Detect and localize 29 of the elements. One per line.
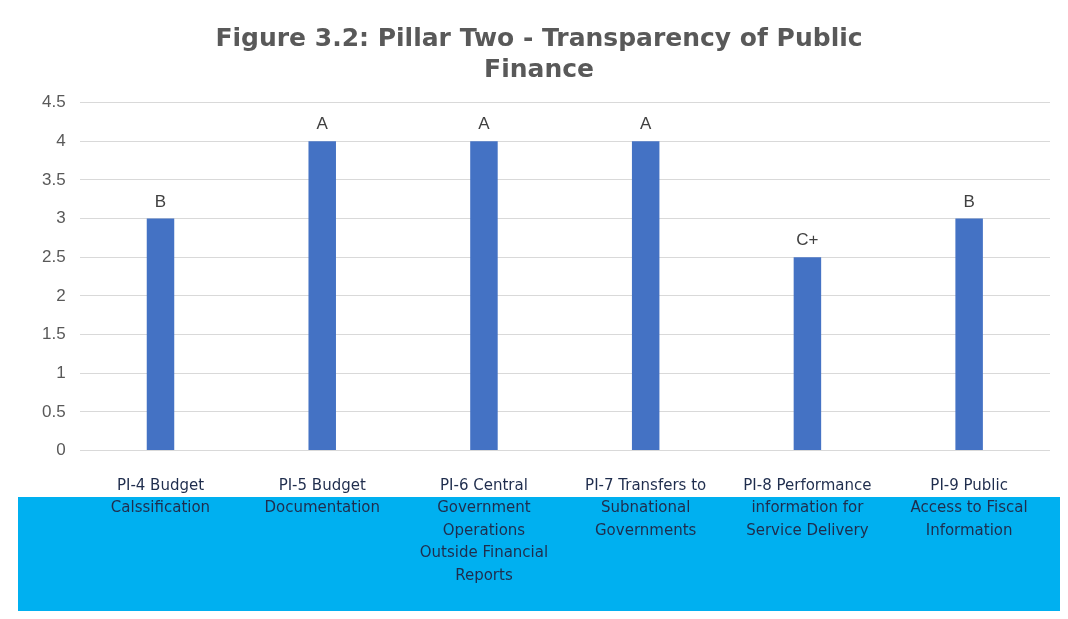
data-label: B	[963, 191, 975, 211]
x-tick-label: PI-8 Performance information for Service Delivery	[743, 475, 872, 539]
y-tick-label: 0	[56, 440, 66, 460]
x-tick-label: PI-7 Transfers to Subnational Governments	[585, 475, 707, 539]
data-label: A	[478, 114, 491, 134]
data-label: A	[640, 114, 653, 134]
y-tick-label: 3.5	[41, 169, 66, 189]
y-tick-label: 4.5	[41, 92, 66, 112]
x-tick-label: PI-4 Budget Calssification	[110, 475, 211, 517]
y-tick-label: 2.5	[41, 246, 66, 266]
y-tick-label: 1.5	[41, 324, 66, 344]
bar	[955, 218, 983, 450]
chart-title: Figure 3.2: Pillar Two - Transparency of Public Finance	[215, 23, 863, 84]
data-label: A	[316, 114, 329, 134]
y-tick-label: 1	[56, 362, 66, 382]
y-tick-label: 3	[56, 208, 66, 228]
y-tick-label: 0.5	[41, 401, 66, 421]
x-tick-label: PI-6 Central Government Operations Outside Financial Reports	[419, 475, 549, 584]
bar	[793, 257, 822, 450]
x-tick-label: PI-9 Public Access to Fiscal Information	[910, 475, 1028, 539]
bar	[470, 141, 498, 450]
bar	[146, 218, 175, 450]
y-tick-label: 4	[56, 130, 66, 150]
x-tick-label: PI-5 Budget Documentation	[264, 475, 381, 517]
data-label: B	[154, 191, 167, 211]
bar	[631, 141, 660, 450]
data-label: C+	[796, 230, 819, 250]
bar	[308, 141, 336, 450]
y-tick-label: 2	[56, 285, 66, 305]
